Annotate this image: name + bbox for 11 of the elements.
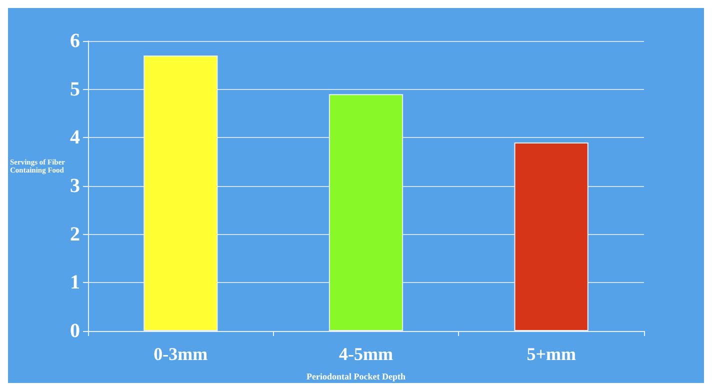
x-axis-title: Periodontal Pocket Depth	[306, 372, 406, 382]
y-tick-label: 1	[70, 272, 80, 294]
y-tick-label: 4	[70, 126, 80, 149]
y-tick-label: 2	[70, 223, 80, 246]
y-tick-label: 3	[70, 175, 80, 197]
x-tick-label: 5+mm	[526, 344, 576, 364]
x-tick-label: 0-3mm	[154, 344, 208, 364]
y-tick-label: 5	[70, 78, 80, 100]
y-tick-label: 0	[70, 320, 80, 342]
y-tick-label: 6	[70, 30, 80, 52]
x-tick-label: 4-5mm	[339, 344, 393, 364]
